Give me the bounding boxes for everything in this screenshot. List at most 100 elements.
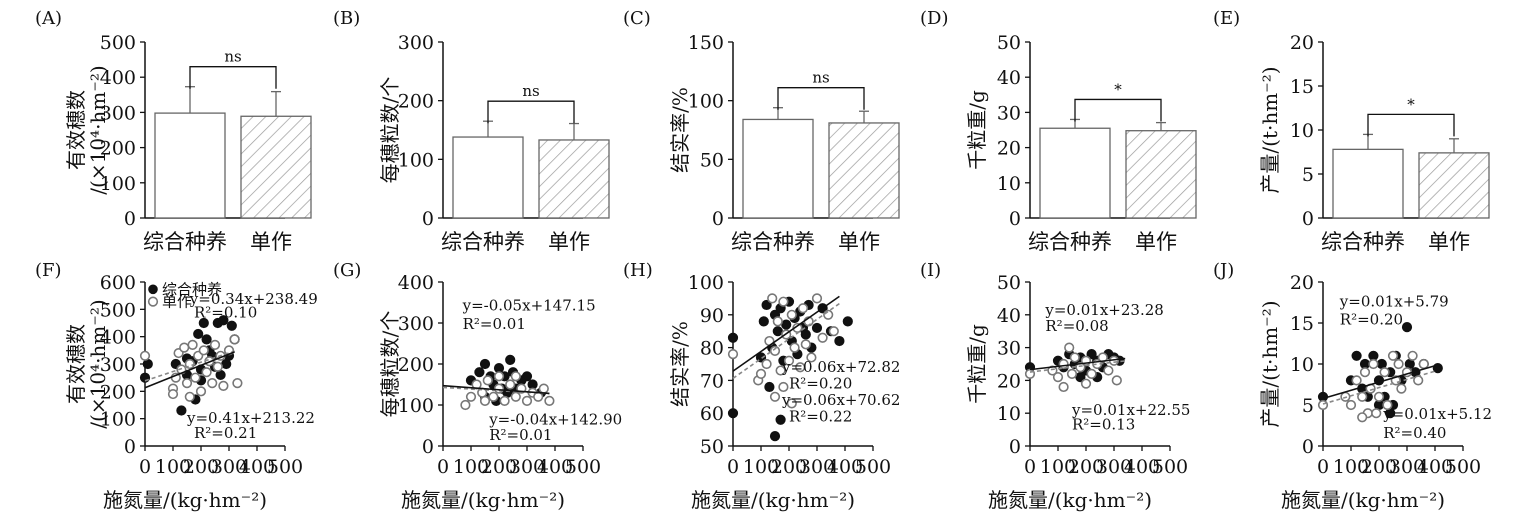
point-integrated [1086, 349, 1097, 360]
point-integrated [811, 322, 823, 334]
significance-label: * [1407, 95, 1415, 113]
significance-bracket [777, 87, 865, 110]
point-mono [493, 371, 505, 382]
scatter-y-tick-label: 600 [100, 272, 136, 294]
scatter-y-tick-label: 70 [700, 370, 724, 392]
regression-annotation: y=0.06x+70.62 [781, 391, 900, 409]
point-mono [1069, 352, 1080, 363]
point-integrated [215, 369, 226, 381]
scatter-y-tick-label: 15 [1290, 313, 1314, 335]
point-mono [190, 372, 201, 383]
bar-y-tick-label: 30 [997, 102, 1021, 124]
x-tick-label: 100 [1333, 456, 1369, 478]
scatter-y-tick-label: 20 [1290, 272, 1314, 294]
point-mono [232, 378, 243, 389]
point-integrated [781, 319, 792, 330]
point-mono [212, 361, 223, 372]
bar-y-tick-label: 0 [712, 208, 724, 230]
point-mono [1379, 367, 1390, 378]
scatter-y-axis-title: 产量/(t·hm⁻²) [1258, 300, 1282, 427]
x-tick-label: 200 [481, 456, 517, 478]
bar [828, 122, 900, 219]
category-label: 单作 [1428, 230, 1470, 254]
point-mono [1359, 367, 1371, 378]
significance-bracket [1074, 98, 1162, 122]
x-axis-title: 施氮量/(kg·hm⁻²) [1281, 488, 1445, 512]
point-mono [187, 339, 198, 350]
point-mono [510, 371, 521, 382]
x-tick-label: 300 [799, 456, 835, 478]
point-integrated [198, 317, 209, 329]
category-label: 综合种养 [1321, 230, 1405, 254]
panel-label: (F) [35, 260, 62, 281]
bar [742, 118, 814, 219]
point-integrated [479, 358, 491, 370]
point-mono [772, 316, 783, 327]
scatter-y-tick-label: 200 [398, 354, 434, 376]
point-mono [1382, 399, 1393, 411]
point-mono [1103, 365, 1114, 376]
point-mono [1351, 375, 1362, 386]
scatter-y-tick-label: 0 [422, 436, 434, 458]
category-label: 单作 [838, 230, 880, 254]
regression-annotation: R²=0.21 [194, 424, 257, 442]
scatter-y-tick-label: 80 [700, 338, 724, 360]
point-mono [1373, 391, 1385, 402]
regression-annotation: y=-0.05x+147.15 [462, 297, 596, 315]
point-mono [1407, 350, 1418, 361]
point-integrated [1317, 391, 1329, 402]
point-integrated [800, 329, 811, 340]
regression-annotation: y=0.06x+72.82 [781, 358, 900, 376]
significance-bracket [189, 66, 277, 89]
regression-annotation: y=0.41x+213.22 [186, 409, 315, 427]
x-axis-title: 施氮量/(kg·hm⁻²) [401, 488, 565, 512]
category-label: 综合种养 [1028, 230, 1112, 254]
category-label: 单作 [250, 230, 292, 254]
regression-annotation: R²=0.40 [1383, 424, 1446, 442]
x-tick-label: 500 [1445, 456, 1481, 478]
scatter-y-tick-label: 30 [997, 338, 1021, 360]
point-integrated [1359, 358, 1371, 370]
point-integrated [727, 332, 739, 343]
regression-annotation: y=0.34x+238.49 [189, 290, 318, 308]
panel-label: (A) [35, 8, 62, 29]
point-mono [806, 352, 817, 363]
scatter-y-axis-unit: /(×10⁴·hm⁻²) [86, 299, 110, 428]
point-integrated [176, 405, 187, 416]
x-tick-label: 100 [155, 456, 191, 478]
bar-y-tick-label: 0 [1009, 208, 1021, 230]
point-mono [1368, 358, 1379, 370]
bar [452, 136, 524, 219]
x-tick-label: 500 [1152, 456, 1188, 478]
point-mono [778, 296, 789, 307]
x-tick-label: 300 [509, 456, 545, 478]
fit-line-mono [442, 386, 550, 395]
x-tick-label: 500 [855, 456, 891, 478]
scatter-y-tick-label: 300 [398, 313, 434, 335]
point-mono [769, 345, 781, 356]
x-tick-label: 0 [1317, 456, 1329, 478]
x-tick-label: 200 [1068, 456, 1104, 478]
x-tick-label: 100 [453, 456, 489, 478]
point-mono [479, 395, 491, 407]
point-mono [786, 309, 797, 320]
x-tick-label: 500 [267, 456, 303, 478]
x-tick-label: 200 [771, 456, 807, 478]
point-integrated [842, 316, 853, 327]
point-mono [823, 309, 834, 320]
bar-y-tick-label: 300 [100, 102, 136, 124]
panel-label: (D) [920, 8, 948, 29]
regression-annotation: y=0.01x+5.79 [1339, 293, 1449, 311]
scatter-y-tick-label: 400 [100, 327, 136, 349]
bar [240, 115, 312, 219]
legend-marker-mono [147, 296, 159, 307]
point-mono [207, 378, 218, 389]
point-mono [755, 368, 767, 379]
point-integrated [221, 358, 232, 370]
x-tick-label: 300 [211, 456, 247, 478]
point-mono [1111, 375, 1122, 386]
x-axis-title: 施氮量/(kg·hm⁻²) [103, 488, 267, 512]
